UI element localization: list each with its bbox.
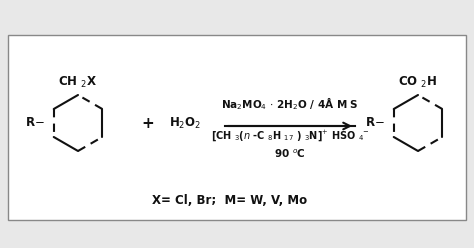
Text: 90 $^{o}$C: 90 $^{o}$C [274,148,306,160]
Text: X= Cl, Br;  M= W, V, Mo: X= Cl, Br; M= W, V, Mo [153,193,308,207]
FancyBboxPatch shape [8,35,466,220]
Text: +: + [142,116,155,130]
Text: CO $_{2}$H: CO $_{2}$H [399,75,438,90]
Text: R$-$: R$-$ [25,117,45,129]
Text: R$-$: R$-$ [365,117,385,129]
Text: [CH $_{3}$($n$ -C $_{8}$H $_{17}$ ) $_{3}$N]$^{+}$ HSO $_{4}$$^{-}$: [CH $_{3}$($n$ -C $_{8}$H $_{17}$ ) $_{3… [210,128,369,143]
Text: Na$_2$MO$_4$ $\cdot$ 2H$_2$O / 4Å M S: Na$_2$MO$_4$ $\cdot$ 2H$_2$O / 4Å M S [221,95,359,112]
Text: H$_{2}$O$_{2}$: H$_{2}$O$_{2}$ [169,116,201,130]
Text: CH $_{2}$X: CH $_{2}$X [58,75,98,90]
